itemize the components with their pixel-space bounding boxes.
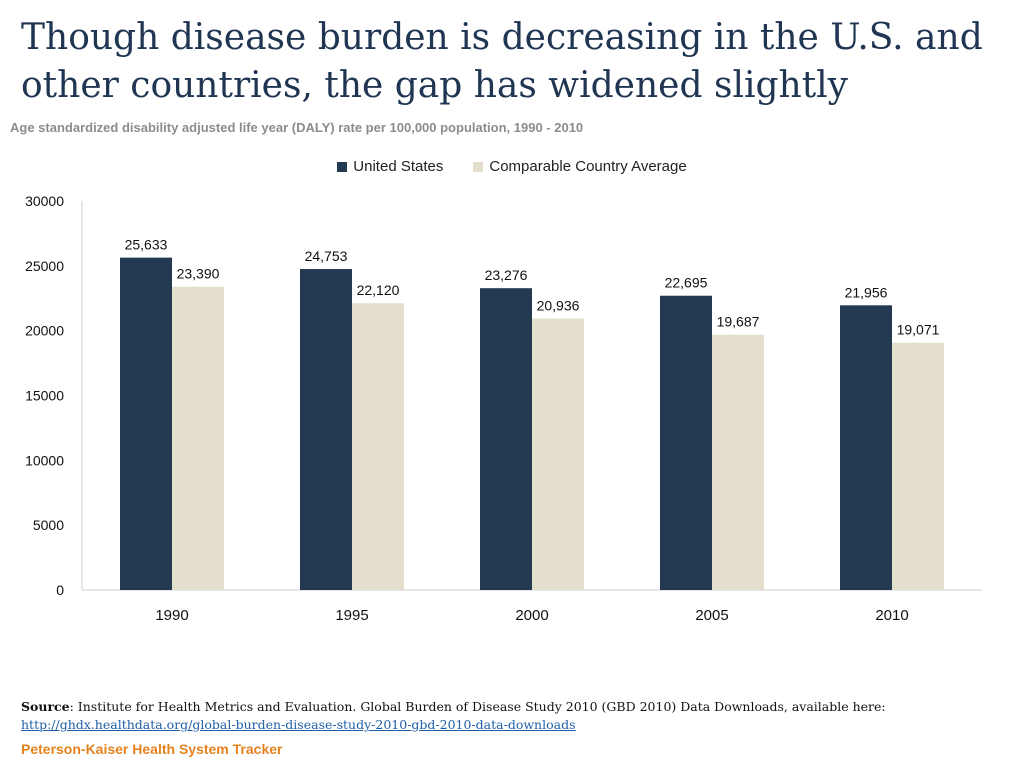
- bar-comparable-average-1995: [352, 303, 404, 590]
- data-label-united-states-1990: 25,633: [125, 237, 168, 253]
- bar-united-states-1990: [120, 257, 172, 590]
- y-tick-label: 25000: [25, 258, 64, 274]
- x-tick-label: 2005: [695, 607, 728, 624]
- data-label-united-states-2010: 21,956: [845, 284, 888, 300]
- y-tick-label: 20000: [25, 323, 64, 339]
- legend-label-comparable-average: Comparable Country Average: [489, 158, 687, 175]
- x-tick-label: 1995: [335, 607, 368, 624]
- bar-united-states-2010: [840, 305, 892, 590]
- source-link[interactable]: http://ghdx.healthdata.org/global-burden…: [21, 717, 576, 732]
- bar-comparable-average-2005: [712, 334, 764, 590]
- data-label-united-states-2000: 23,276: [485, 267, 528, 283]
- legend-swatch-united-states: [337, 161, 348, 172]
- data-label-comparable-average-2010: 19,071: [897, 322, 940, 338]
- data-label-comparable-average-2000: 20,936: [537, 298, 580, 314]
- source-note: Source: Institute for Health Metrics and…: [21, 698, 1001, 734]
- bar-comparable-average-2010: [892, 342, 944, 590]
- y-tick-label: 5000: [33, 517, 64, 533]
- legend-item-comparable-average: Comparable Country Average: [473, 158, 687, 175]
- bar-united-states-2005: [660, 295, 712, 590]
- x-tick-label: 2010: [875, 607, 908, 624]
- source-text: : Institute for Health Metrics and Evalu…: [69, 699, 886, 714]
- y-tick-label: 10000: [25, 452, 64, 468]
- legend-swatch-comparable-average: [473, 161, 484, 172]
- data-label-comparable-average-2005: 19,687: [717, 314, 760, 330]
- data-label-comparable-average-1995: 22,120: [357, 282, 400, 298]
- legend-item-united-states: United States: [337, 158, 443, 175]
- bar-comparable-average-1990: [172, 286, 224, 590]
- chart-legend: United States Comparable Country Average: [0, 158, 1024, 175]
- data-label-united-states-2005: 22,695: [665, 275, 708, 291]
- brand-footer: Peterson-Kaiser Health System Tracker: [21, 741, 283, 757]
- source-label: Source: [21, 699, 70, 714]
- legend-label-united-states: United States: [353, 158, 444, 175]
- bar-chart: 0 5000 10000 15000 20000 25000 30000 25,633 23,3…: [25, 193, 982, 624]
- x-tick-label: 2000: [515, 607, 548, 624]
- page-title: Though disease burden is decreasing in t…: [21, 17, 983, 106]
- y-tick-label: 15000: [25, 388, 64, 404]
- x-tick-label: 1990: [155, 607, 188, 624]
- bar-united-states-1995: [300, 269, 352, 590]
- y-tick-label: 0: [56, 582, 64, 598]
- bar-comparable-average-2000: [532, 318, 584, 590]
- data-label-united-states-1995: 24,753: [305, 248, 348, 264]
- y-tick-label: 30000: [25, 193, 64, 209]
- chart-subtitle: Age standardized disability adjusted lif…: [10, 120, 584, 135]
- bar-united-states-2000: [480, 288, 532, 590]
- data-label-comparable-average-1990: 23,390: [177, 266, 220, 282]
